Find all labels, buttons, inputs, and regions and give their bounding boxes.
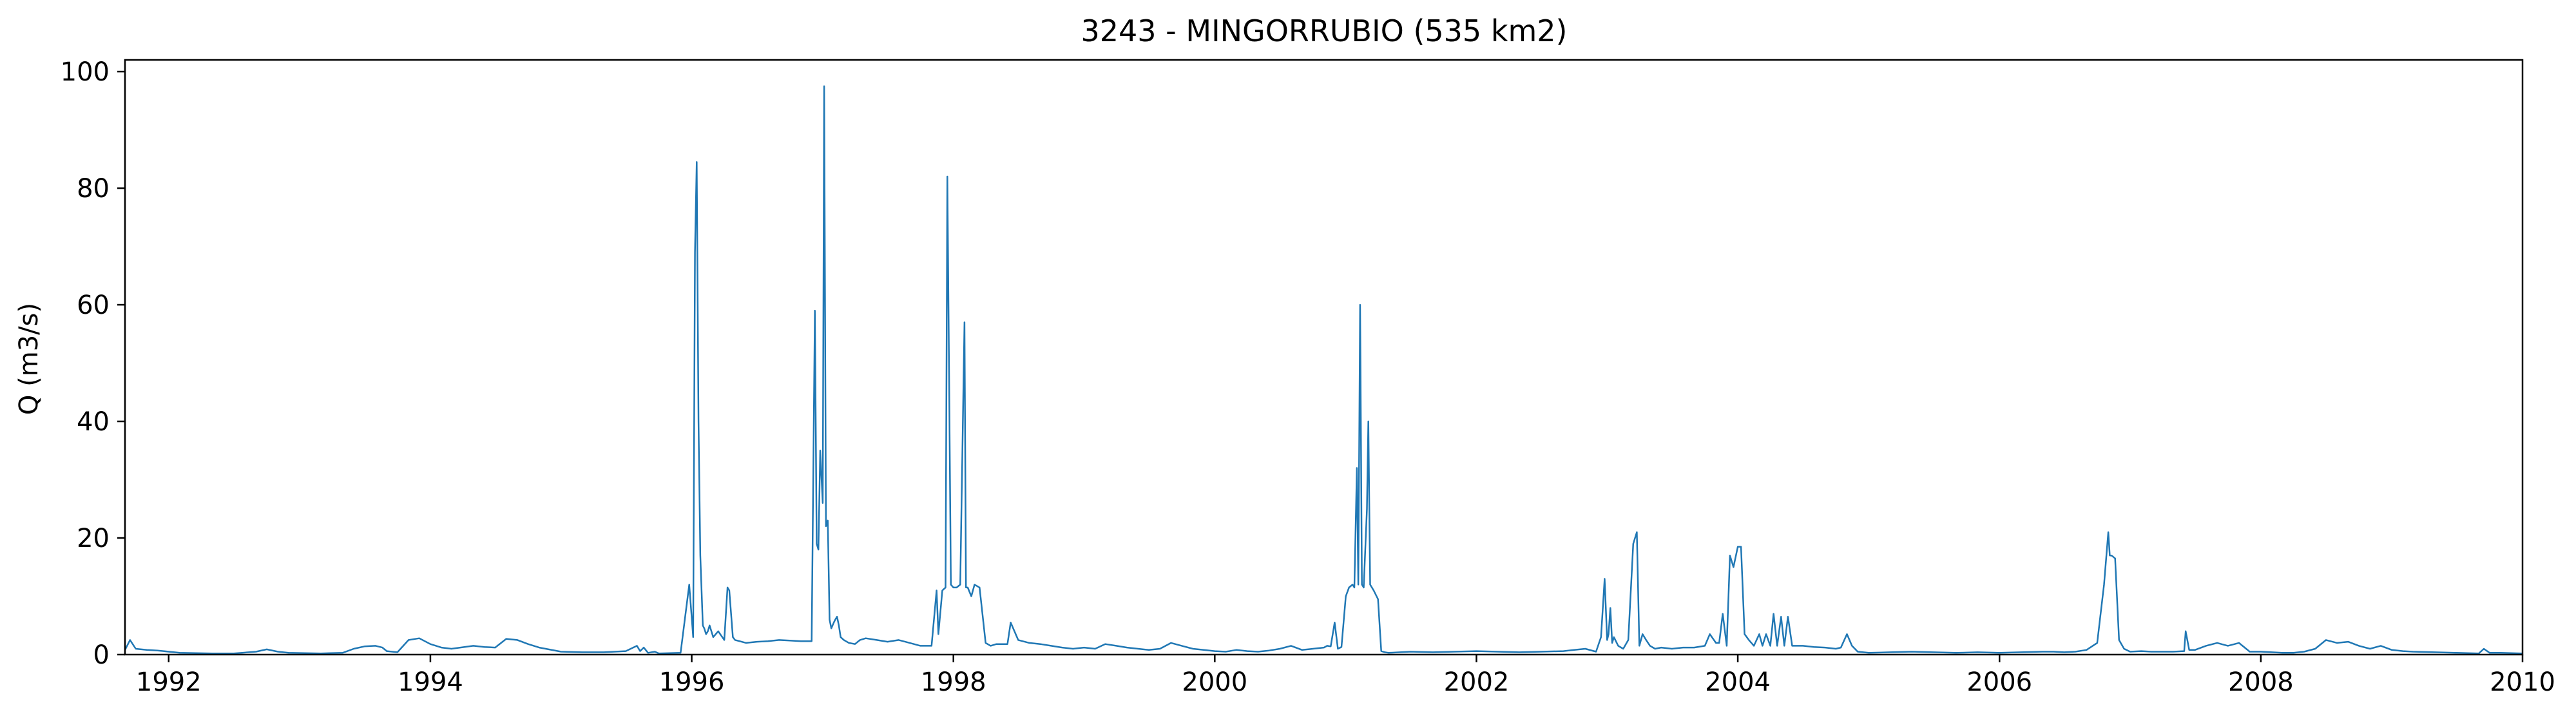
axis-ticks: 1992 1994 1996 1998 2000 2002 2004 2006 2008 2010… — [61, 57, 2555, 697]
x-tick-label-7: 2006 — [1966, 667, 2032, 697]
series-line-0 — [124, 85, 2523, 655]
y-tick-label-4: 80 — [77, 174, 110, 204]
x-tick-label-9: 2010 — [2490, 667, 2555, 697]
x-tick-label-2: 1996 — [659, 667, 725, 697]
x-tick-label-1: 1994 — [398, 667, 463, 697]
x-tick-label-4: 2000 — [1182, 667, 1247, 697]
plot-series — [124, 85, 2523, 655]
x-tick-label-3: 1998 — [921, 667, 986, 697]
y-axis-label: Q (m3/s) — [14, 303, 44, 415]
y-tick-label-1: 20 — [77, 524, 110, 553]
chart-title: 3243 - MINGORRUBIO (535 km2) — [1081, 14, 1567, 48]
y-tick-label-0: 0 — [93, 640, 110, 670]
x-tick-label-0: 1992 — [136, 667, 202, 697]
y-tick-label-3: 60 — [77, 291, 110, 320]
y-tick-label-5: 100 — [61, 57, 110, 87]
x-tick-label-5: 2002 — [1444, 667, 1510, 697]
x-tick-label-8: 2008 — [2228, 667, 2294, 697]
y-tick-label-2: 40 — [77, 407, 110, 437]
x-tick-label-6: 2004 — [1705, 667, 1771, 697]
plot-frame — [124, 59, 2524, 656]
